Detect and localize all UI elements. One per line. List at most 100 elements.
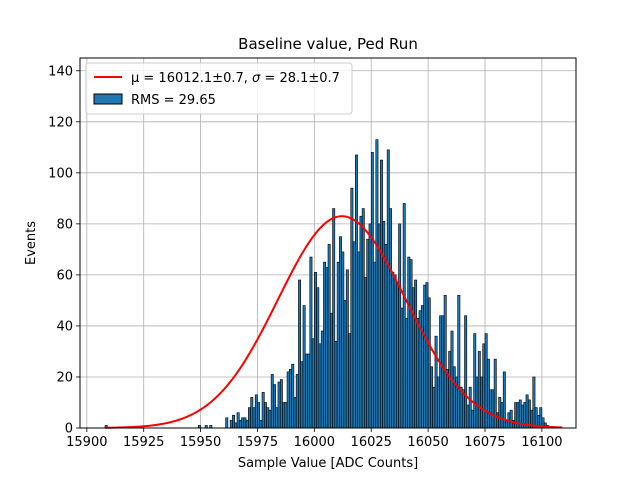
histogram-bar: [341, 251, 345, 429]
histogram-bar: [405, 317, 408, 429]
histogram-bar: [446, 369, 449, 429]
histogram-bar: [486, 358, 490, 429]
histogram-bar: [466, 404, 470, 429]
histogram-bar: [420, 305, 424, 429]
histogram-bar: [377, 223, 381, 429]
histogram-bar: [345, 269, 349, 429]
x-tick-label: 16000: [294, 435, 335, 450]
histogram-bar: [400, 307, 404, 429]
histogram-bar: [489, 389, 493, 429]
histogram-bar: [514, 402, 518, 429]
histogram-bar: [395, 282, 399, 429]
histogram-bar: [329, 312, 333, 429]
y-tick-label: 80: [56, 217, 73, 232]
histogram-bar: [496, 412, 499, 429]
histogram-bar: [373, 261, 377, 429]
y-tick-label: 20: [56, 370, 73, 385]
histogram-bar: [304, 353, 308, 429]
histogram-bar: [464, 315, 468, 429]
histogram-bar: [398, 223, 402, 429]
legend-fit-label: μ = 16012.1±0.7, σ = 28.1±0.7: [131, 71, 340, 86]
y-tick-label: 40: [56, 319, 73, 334]
histogram-bar: [298, 279, 301, 429]
y-axis-ticks: 0 20 40 60 80 100 120 140: [48, 64, 80, 437]
histogram-bar: [343, 300, 347, 429]
histogram-bar: [241, 417, 245, 429]
histogram-bar: [471, 409, 474, 429]
legend-rms-label: RMS = 29.65: [131, 93, 216, 108]
histogram-bar: [441, 315, 445, 429]
y-tick-label: 140: [48, 64, 73, 79]
histogram-bar: [261, 391, 265, 429]
histogram-bar: [359, 215, 363, 429]
x-tick-label: 16075: [464, 435, 505, 450]
histogram-bar: [323, 261, 327, 429]
histogram-bar: [423, 284, 427, 429]
histogram-bar: [309, 256, 313, 429]
histogram-bar: [295, 374, 299, 429]
histogram-bar: [452, 366, 456, 429]
histogram-bar: [332, 208, 336, 429]
histogram-bar: [409, 259, 413, 429]
histogram-bar: [509, 409, 513, 429]
histogram-bar: [539, 407, 543, 429]
histogram-bar: [443, 295, 447, 429]
histogram-bar: [357, 251, 361, 429]
histogram-bar: [407, 256, 411, 429]
histogram-bar: [268, 409, 272, 429]
histogram-bar: [234, 422, 238, 429]
histogram-bar: [427, 297, 431, 429]
histogram-bar: [361, 208, 365, 429]
x-tick-label: 16050: [407, 435, 448, 450]
histogram-bar: [364, 277, 367, 429]
histogram-bar: [402, 203, 406, 429]
histogram-bar: [366, 238, 370, 429]
histogram-bar: [439, 315, 443, 429]
histogram-bar: [254, 394, 258, 429]
histogram-bar: [436, 376, 440, 429]
histogram-bar: [457, 295, 461, 429]
x-axis-ticks: 15900 15925 15950 15975 16000 16025 16050 16075…: [66, 428, 563, 450]
histogram-bar: [391, 272, 395, 429]
histogram-bar: [350, 187, 354, 429]
histogram-bar: [500, 402, 504, 429]
histogram-bar: [468, 386, 472, 429]
chart-title: Baseline value, Ped Run: [238, 35, 418, 53]
histogram-bar: [448, 351, 452, 429]
histogram-bar: [266, 407, 270, 429]
histogram-bar: [434, 335, 438, 429]
histogram-bar: [248, 407, 251, 429]
histogram-bar: [275, 407, 279, 429]
histogram-bar: [225, 417, 229, 429]
histogram-bar: [368, 223, 372, 429]
histogram-bar: [482, 343, 486, 429]
histogram-bar: [325, 266, 329, 429]
histogram-bars: [104, 139, 549, 429]
x-tick-label: 15925: [123, 435, 164, 450]
histogram-bar: [393, 274, 397, 429]
histogram-bar: [277, 381, 281, 429]
histogram-bar: [284, 402, 288, 429]
histogram-bar: [348, 333, 352, 429]
legend: μ = 16012.1±0.7, σ = 28.1±0.7 RMS = 29.6…: [85, 62, 353, 115]
histogram-bar: [411, 287, 415, 429]
histogram-bar: [477, 351, 481, 429]
histogram-bar: [316, 287, 320, 429]
y-tick-label: 0: [65, 422, 73, 437]
legend-histogram-swatch: [93, 93, 123, 105]
histogram-bar: [314, 272, 317, 429]
histogram-bar: [336, 261, 340, 429]
histogram-bar: [352, 241, 356, 429]
histogram-bar: [355, 154, 358, 429]
histogram-bar: [252, 407, 256, 429]
histogram-bar: [320, 330, 324, 429]
histogram-bar: [432, 386, 436, 429]
histogram-bar: [382, 221, 386, 429]
x-tick-label: 15900: [66, 435, 107, 450]
histogram-bar: [307, 353, 311, 429]
histogram-bar: [491, 389, 495, 429]
histogram-bar: [334, 340, 338, 429]
legend-box: [85, 62, 353, 115]
histogram-bar: [461, 389, 465, 429]
